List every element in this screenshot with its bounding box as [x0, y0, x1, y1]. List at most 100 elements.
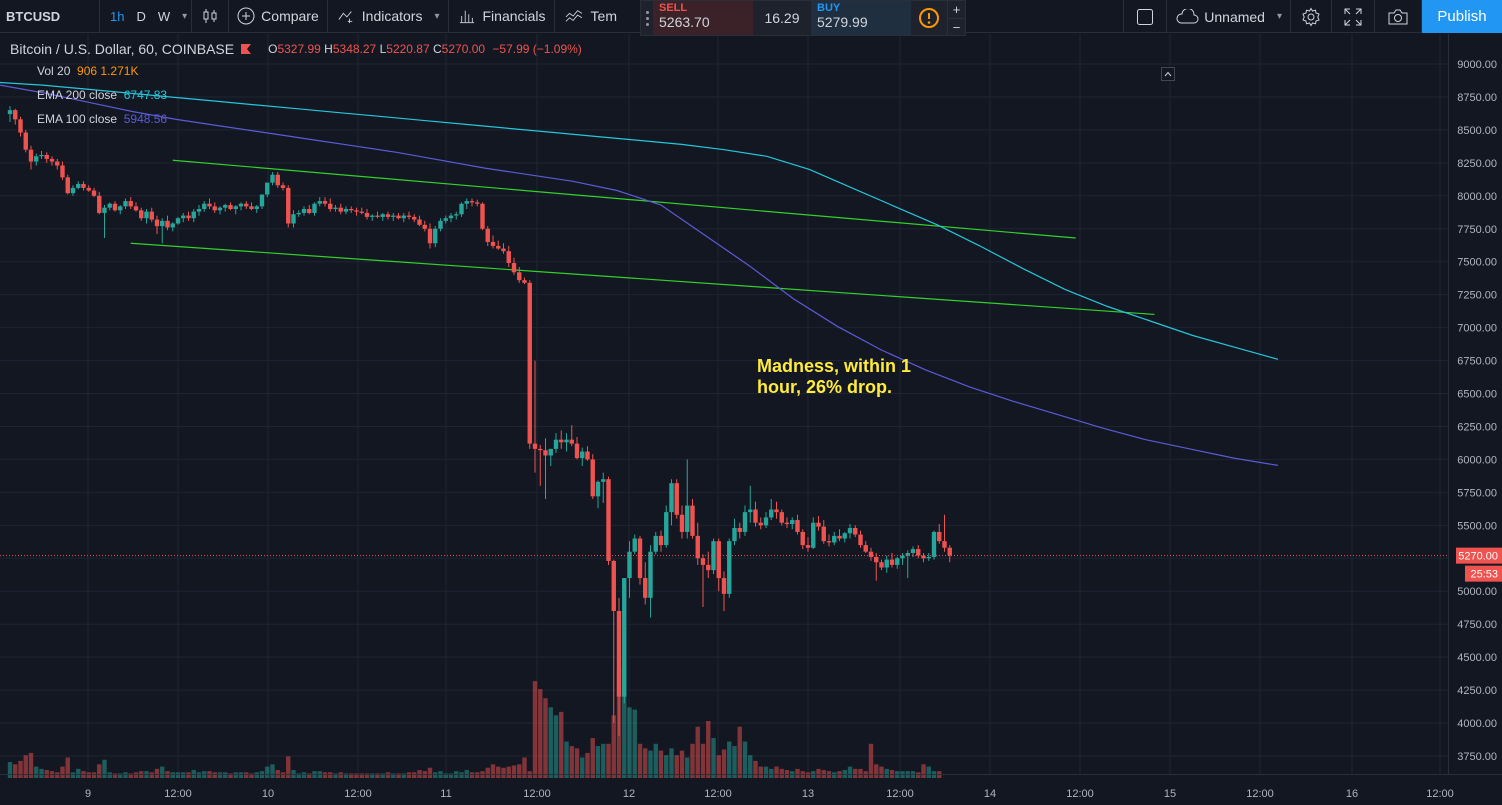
- open-value: 5327.99: [277, 42, 321, 56]
- candle: [559, 430, 564, 449]
- volume-bar: [685, 757, 690, 778]
- candle: [496, 240, 501, 250]
- volume-bar: [648, 750, 653, 778]
- layout-name-button[interactable]: Unnamed ▾: [1167, 0, 1291, 33]
- chevron-down-icon[interactable]: ▾: [182, 10, 188, 22]
- settings-button[interactable]: [1291, 0, 1332, 33]
- indicators-button[interactable]: Indicators ▾: [328, 0, 449, 33]
- volume-bar: [853, 768, 858, 778]
- price-tick-label: 9000.00: [1457, 59, 1497, 71]
- candle: [123, 198, 128, 209]
- interval-w[interactable]: W: [157, 8, 171, 24]
- symbol-title[interactable]: Bitcoin / U.S. Dollar, 60, COINBASE: [10, 41, 235, 57]
- plus-button[interactable]: +: [952, 2, 961, 17]
- candle: [81, 181, 86, 191]
- candle-body: [454, 214, 459, 216]
- candle-body: [800, 531, 805, 546]
- candle: [774, 501, 779, 519]
- candle-body: [679, 514, 685, 532]
- candle-body: [349, 208, 354, 211]
- candle-body: [690, 505, 695, 536]
- time-tick-label: 14: [984, 788, 996, 800]
- layout-toggle-button[interactable]: [1123, 0, 1168, 33]
- fullscreen-button[interactable]: [1332, 0, 1375, 33]
- time-axis[interactable]: 9 12:00 10 12:00 11 12:00 12 12:00 13 12:00 14 12:0…: [85, 788, 1454, 800]
- snapshot-button[interactable]: [1375, 0, 1422, 33]
- templates-button[interactable]: Tem: [555, 0, 625, 33]
- candle-body: [23, 132, 28, 150]
- time-tick-label: 12:00: [1246, 788, 1274, 800]
- candle: [853, 525, 858, 538]
- ema100-indicator[interactable]: EMA 100 close 5948.56: [37, 112, 582, 129]
- candle-body: [128, 201, 133, 207]
- candle-body: [343, 208, 349, 212]
- candle: [763, 512, 769, 528]
- chart-annotation[interactable]: Madness, within 1 hour, 26% drop.: [757, 356, 912, 397]
- volume-bar: [622, 664, 627, 778]
- candle-body: [301, 208, 307, 213]
- chevron-down-icon[interactable]: ▾: [434, 10, 440, 22]
- volume-bar: [448, 773, 454, 778]
- volume-bar: [590, 738, 595, 778]
- candle: [832, 531, 837, 546]
- legend-collapse-button[interactable]: [1161, 67, 1175, 81]
- trendlines: [130, 159, 1155, 316]
- candle: [800, 529, 805, 550]
- volume-bar: [212, 772, 217, 778]
- flag-icon[interactable]: [240, 43, 252, 55]
- candle: [427, 223, 433, 249]
- volume-bar: [65, 757, 70, 778]
- candle-body: [55, 161, 60, 166]
- volume-bar: [181, 772, 186, 778]
- candle: [947, 545, 952, 563]
- candle: [569, 425, 574, 447]
- candle: [333, 205, 338, 212]
- ema200-indicator[interactable]: EMA 200 close 6747.83: [37, 88, 582, 105]
- volume-indicator[interactable]: Vol 20 906 1.271K: [37, 64, 582, 81]
- candle: [553, 433, 559, 453]
- candle: [795, 514, 800, 535]
- volume-bar: [286, 756, 291, 778]
- price-chart[interactable]: 3750.00 4000.00 4250.00 4500.00 4750.00 5000.…: [0, 34, 1502, 805]
- candle-body: [60, 165, 65, 178]
- sell-button[interactable]: SELL 5263.70: [653, 1, 753, 35]
- minus-button[interactable]: −: [948, 18, 965, 35]
- candle: [86, 185, 91, 192]
- volume-bar: [742, 741, 748, 778]
- candle: [821, 520, 826, 544]
- volume-bar: [107, 772, 112, 778]
- symbol-search[interactable]: BTCUSD: [0, 0, 100, 33]
- chevron-down-icon[interactable]: ▾: [1276, 11, 1282, 22]
- time-tick-label: 12:00: [344, 788, 372, 800]
- candle: [338, 203, 343, 215]
- vol-ma-value: 1.271K: [100, 64, 139, 78]
- drag-handle[interactable]: [641, 1, 653, 35]
- volume-bar: [716, 755, 721, 778]
- candle: [895, 556, 900, 569]
- volume-bar: [496, 766, 501, 778]
- compare-button[interactable]: Compare: [229, 0, 328, 33]
- financials-button[interactable]: Financials: [449, 0, 555, 33]
- candle: [454, 211, 459, 220]
- candle-body: [643, 578, 648, 598]
- candle-body: [942, 541, 947, 548]
- candle: [716, 538, 721, 592]
- candle-body: [753, 509, 758, 523]
- interval-d[interactable]: D: [136, 8, 146, 24]
- volume-bar: [585, 752, 590, 778]
- candle: [186, 211, 191, 221]
- candle: [343, 206, 349, 215]
- chart-style-button[interactable]: [192, 0, 230, 33]
- interval-1h[interactable]: 1h: [110, 8, 125, 24]
- buy-button[interactable]: BUY 5279.99: [811, 1, 911, 35]
- warning-button[interactable]: [911, 1, 947, 35]
- candle-body: [721, 578, 727, 594]
- candle: [874, 553, 879, 581]
- publish-button[interactable]: Publish: [1422, 0, 1502, 33]
- candle-body: [805, 545, 811, 548]
- volume-bar: [280, 772, 286, 778]
- volume-bar: [338, 772, 343, 778]
- cloud-icon: [1176, 8, 1199, 23]
- candle-body: [123, 201, 128, 207]
- candle-body: [564, 439, 569, 443]
